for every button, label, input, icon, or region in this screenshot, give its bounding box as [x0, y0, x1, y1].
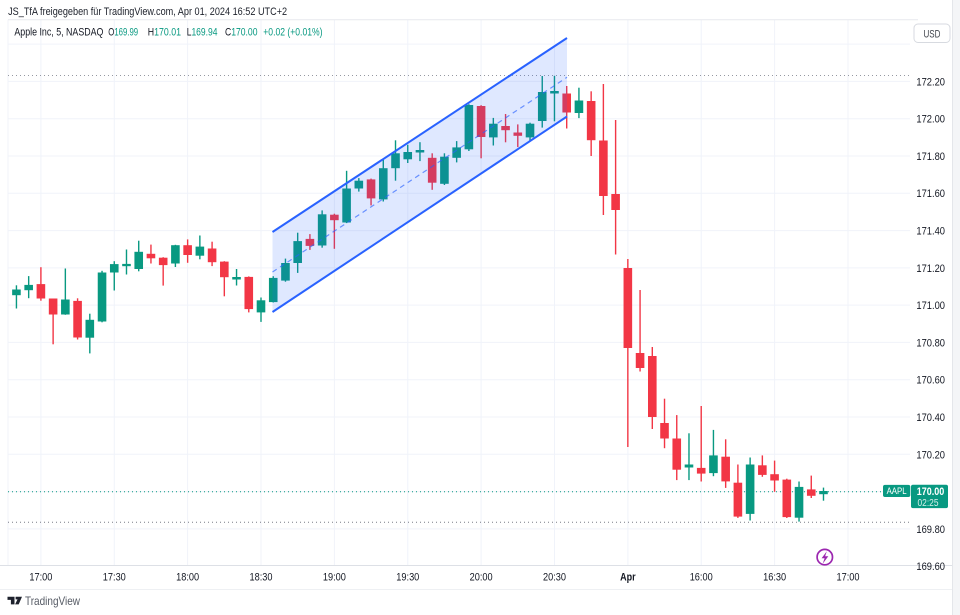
svg-text:+0.02 (+0.01%): +0.02 (+0.01%)	[263, 26, 322, 38]
svg-text:172.20: 172.20	[916, 76, 945, 88]
svg-text:169.60: 169.60	[916, 561, 945, 573]
svg-text:16:00: 16:00	[690, 571, 713, 583]
svg-text:171.80: 171.80	[916, 151, 945, 163]
svg-text:169.80: 169.80	[916, 524, 945, 536]
svg-text:19:00: 19:00	[323, 571, 346, 583]
svg-text:170.20: 170.20	[916, 449, 945, 461]
svg-text:Apr: Apr	[620, 571, 636, 583]
svg-text:170.40: 170.40	[916, 412, 945, 424]
svg-text:TradingView: TradingView	[25, 594, 80, 608]
svg-text:O169.99: O169.99	[108, 26, 138, 38]
svg-text:171.00: 171.00	[916, 300, 945, 312]
svg-text:16:30: 16:30	[763, 571, 786, 583]
svg-text:17:00: 17:00	[837, 571, 860, 583]
svg-text:20:30: 20:30	[543, 571, 566, 583]
svg-text:C170.00: C170.00	[225, 26, 258, 38]
svg-text:171.20: 171.20	[916, 263, 945, 275]
svg-text:18:30: 18:30	[250, 571, 273, 583]
svg-text:02:25: 02:25	[918, 498, 939, 509]
svg-text:18:00: 18:00	[176, 571, 199, 583]
svg-text:170.80: 170.80	[916, 337, 945, 349]
svg-text:170.60: 170.60	[916, 375, 945, 387]
svg-text:17:00: 17:00	[29, 571, 52, 583]
svg-text:170.00: 170.00	[917, 486, 945, 498]
svg-text:JS_TfA freigegeben für Trading: JS_TfA freigegeben für TradingView.com, …	[8, 6, 287, 18]
svg-text:171.40: 171.40	[916, 226, 945, 238]
svg-text:H170.01: H170.01	[148, 26, 181, 38]
svg-text:L169.94: L169.94	[187, 26, 218, 38]
svg-text:17:30: 17:30	[103, 571, 126, 583]
svg-text:19:30: 19:30	[396, 571, 419, 583]
svg-text:171.60: 171.60	[916, 188, 945, 200]
svg-text:20:00: 20:00	[470, 571, 493, 583]
svg-text:Apple Inc, 5, NASDAQ: Apple Inc, 5, NASDAQ	[14, 26, 103, 38]
svg-text:AAPL: AAPL	[887, 486, 907, 496]
svg-text:172.00: 172.00	[916, 114, 945, 126]
svg-text:USD: USD	[924, 28, 941, 40]
